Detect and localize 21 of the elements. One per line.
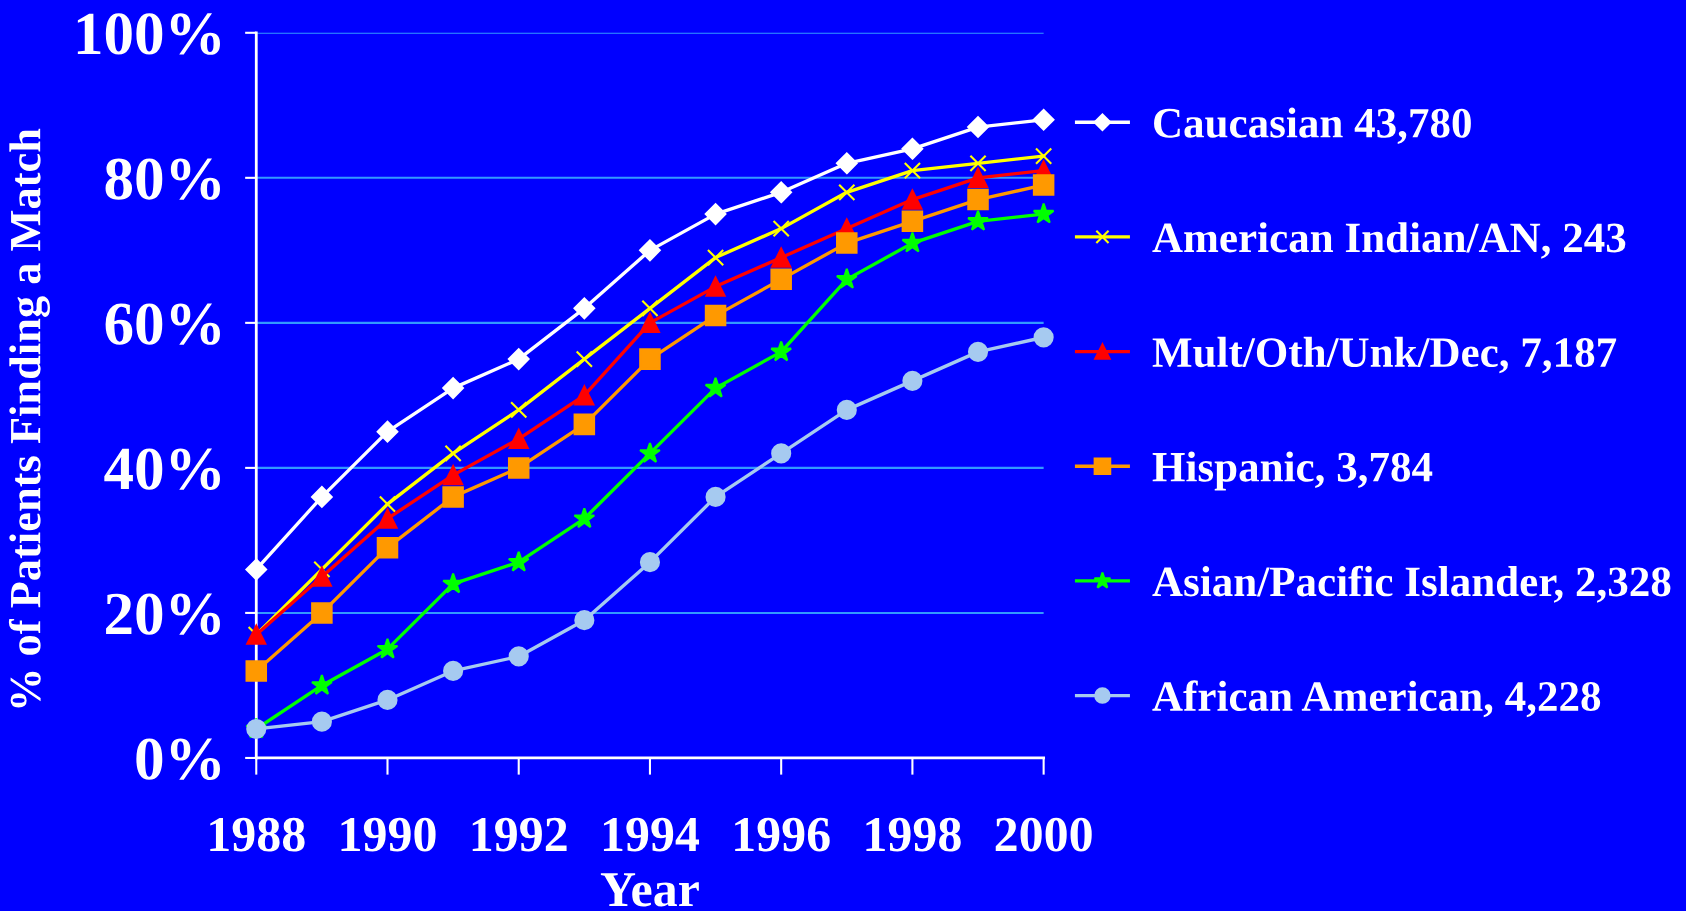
legend-label: Asian/Pacific Islander, 2,328 xyxy=(1152,565,1671,603)
legend-label: Hispanic, 3,784 xyxy=(1152,451,1433,491)
y-tick-label: 40% xyxy=(104,448,220,490)
y-tick-label: 100% xyxy=(77,13,220,55)
legend-label: Caucasian 43,780 xyxy=(1154,107,1471,145)
legend-label: Mult/Oth/Unk/Dec, 7,187 xyxy=(1152,336,1617,374)
y-axis-title: % of Patients Finding a Match xyxy=(8,128,50,708)
x-tick-label: 1992 xyxy=(472,817,567,852)
x-tick-label: 1990 xyxy=(341,817,436,852)
x-axis-title: Year xyxy=(600,873,699,907)
x-tick-label: 1996 xyxy=(735,817,830,852)
legend-label: American Indian/AN, 243 xyxy=(1152,222,1626,259)
y-tick-label: 60% xyxy=(105,303,220,345)
x-tick-label: 1994 xyxy=(603,817,700,852)
legend-label: African American, 4,228 xyxy=(1152,680,1601,718)
x-tick-label: 2000 xyxy=(995,817,1092,852)
y-tick-label: 80% xyxy=(105,158,220,200)
y-tick-label: 0% xyxy=(136,738,220,780)
y-tick-label: 20% xyxy=(106,593,220,635)
x-tick-label: 1988 xyxy=(210,817,305,852)
x-tick-label: 1998 xyxy=(866,817,961,852)
